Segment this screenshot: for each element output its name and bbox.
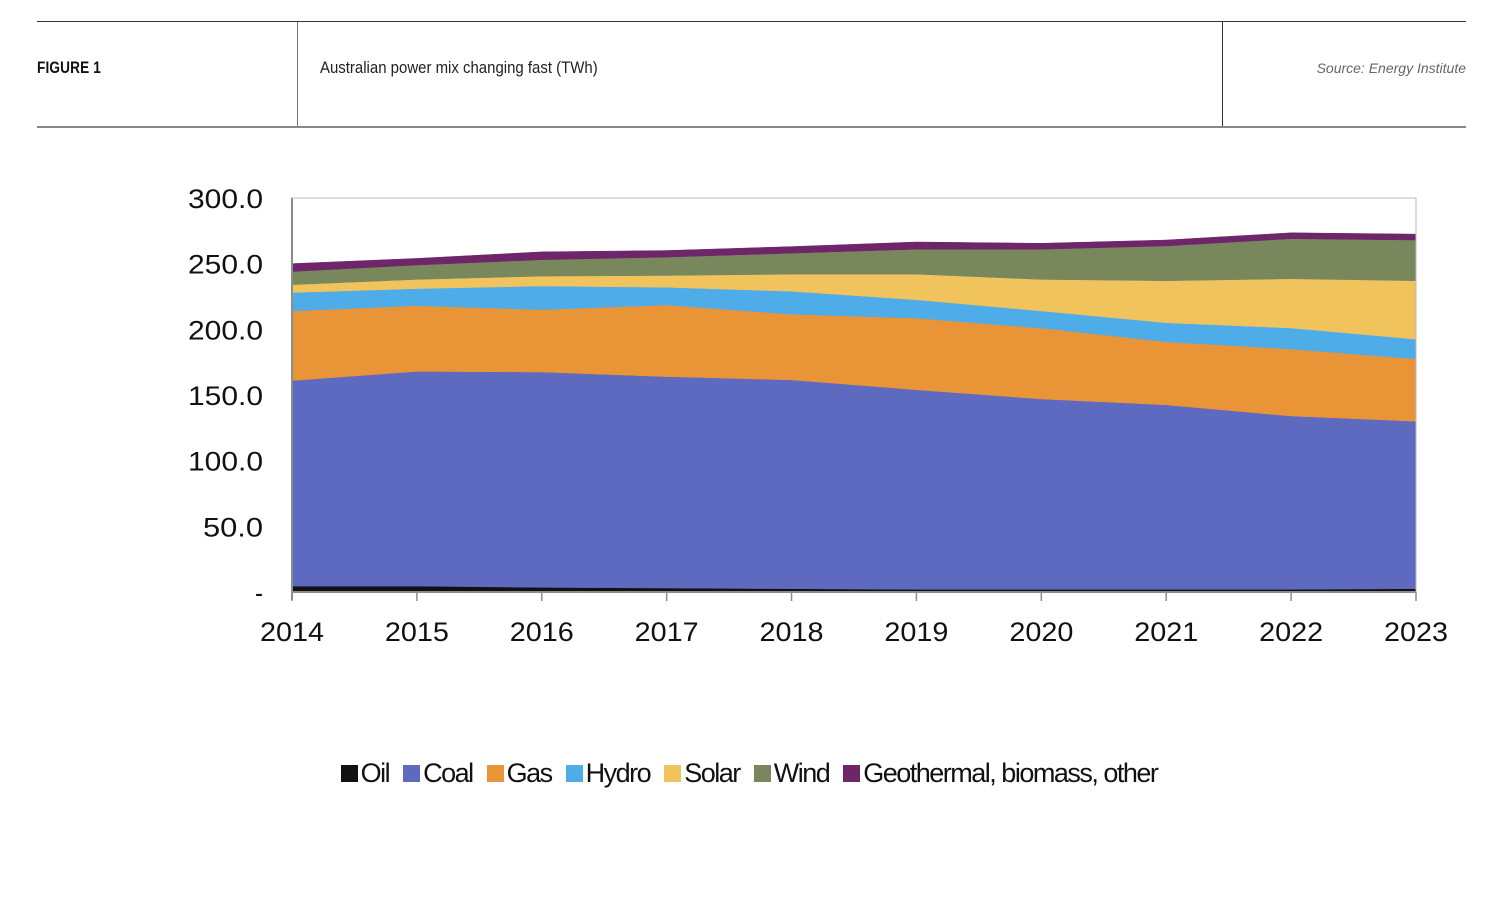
- x-tick-label: 2016: [510, 617, 574, 647]
- y-tick-label: 200.0: [188, 315, 263, 345]
- y-tick-label: 300.0: [188, 184, 263, 214]
- x-tick-label: 2015: [385, 617, 449, 647]
- x-tick-label: 2021: [1134, 617, 1198, 647]
- legend-item: Hydro: [565, 758, 652, 789]
- x-tick-label: 2020: [1009, 617, 1073, 647]
- header-top-rule: [37, 21, 1466, 22]
- y-tick-labels: - 50.0 100.0 150.0 200.0 250.0 300.0: [188, 184, 263, 608]
- legend-item: Gas: [486, 758, 554, 789]
- x-tick-label: 2019: [884, 617, 948, 647]
- legend-swatch: [753, 765, 771, 782]
- legend-swatch: [843, 765, 861, 782]
- x-tick-label: 2017: [635, 617, 699, 647]
- figure-label: FIGURE 1: [37, 58, 102, 77]
- x-tick-label: 2022: [1259, 617, 1323, 647]
- area-layers: [291, 232, 1417, 593]
- y-tick-label: 100.0: [188, 447, 263, 477]
- legend-item: Coal: [403, 758, 474, 789]
- legend-label: Wind: [773, 758, 831, 788]
- legend-swatch: [664, 765, 682, 782]
- legend-item: Solar: [664, 758, 741, 789]
- header-divider-2: [1222, 22, 1223, 126]
- legend-item: Geothermal, biomass, other: [843, 758, 1159, 789]
- y-tick-label: 250.0: [188, 250, 263, 280]
- legend-label: Coal: [423, 758, 474, 788]
- axes: [291, 197, 1417, 601]
- legend-label: Gas: [506, 758, 554, 788]
- x-tick-label: 2023: [1384, 617, 1448, 647]
- chart-legend: Oil Coal Gas Hydro Solar Wind Geothermal, biom…: [0, 758, 1512, 789]
- x-tick-labels: 2014 2015 2016 2017 2018 2019 2020 2021 2022 2023: [260, 617, 1448, 647]
- legend-item: Wind: [753, 758, 831, 789]
- figure-source: Source: Energy Institute: [1316, 60, 1466, 76]
- legend-swatch: [565, 765, 583, 782]
- x-tick-label: 2014: [260, 617, 324, 647]
- header-divider-1: [297, 22, 298, 126]
- legend-label: Geothermal, biomass, other: [863, 758, 1159, 788]
- y-tick-label: 150.0: [188, 381, 263, 411]
- y-tick-label: -: [255, 578, 263, 608]
- legend-swatch: [340, 765, 358, 782]
- legend-label: Hydro: [585, 758, 652, 788]
- legend-swatch: [403, 765, 421, 782]
- legend-label: Solar: [684, 758, 741, 788]
- x-tick-label: 2018: [760, 617, 824, 647]
- figure-title: Australian power mix changing fast (TWh): [320, 58, 598, 77]
- legend-swatch: [486, 765, 504, 782]
- y-tick-label: 50.0: [203, 512, 263, 542]
- header-bottom-rule: [37, 126, 1466, 128]
- legend-item: Oil: [340, 758, 391, 789]
- legend-label: Oil: [360, 758, 391, 788]
